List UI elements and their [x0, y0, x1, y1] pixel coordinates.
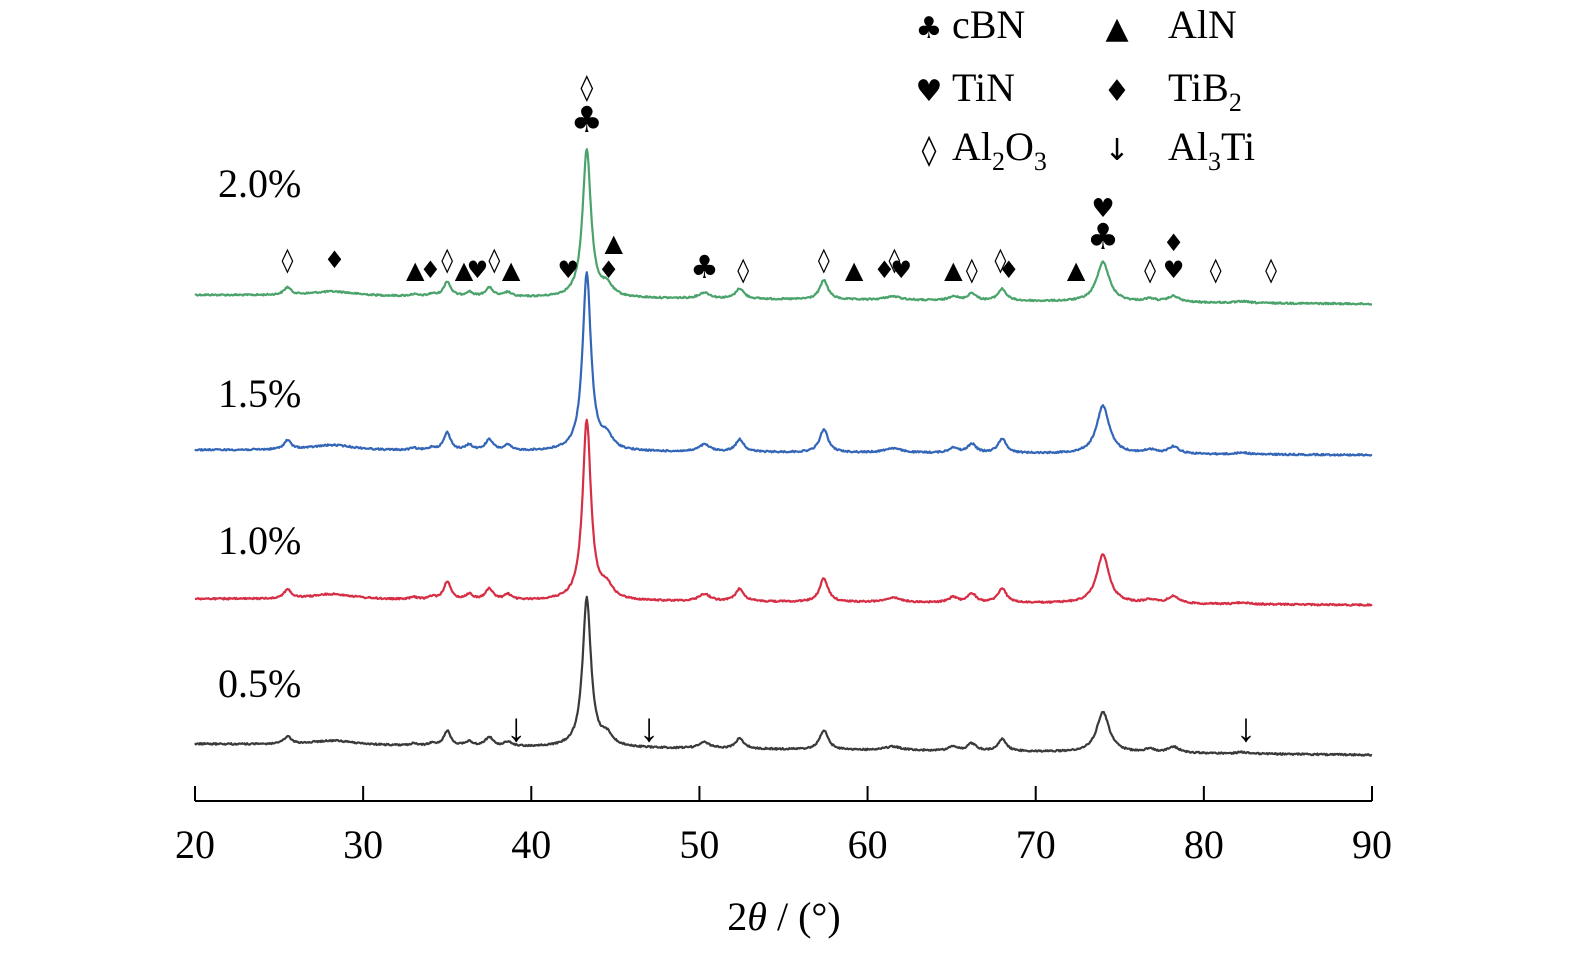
x-tick-label-80: 80	[1184, 822, 1224, 867]
x-tick-label-60: 60	[848, 822, 888, 867]
legend-label-1: AlN	[1168, 2, 1237, 47]
phase-marker: ♥	[558, 256, 580, 284]
x-tick-label-70: 70	[1016, 822, 1056, 867]
phase-marker: ◊	[818, 246, 830, 274]
phase-marker: ♦	[420, 256, 442, 284]
legend-label-4: Al2O3	[952, 124, 1047, 176]
x-tick-label-90: 90	[1352, 822, 1392, 867]
phase-marker: ♣	[571, 100, 603, 141]
trace-3	[194, 595, 1373, 757]
legend-symbol-4: ◊	[922, 133, 937, 168]
legend-label-5: Al3Ti	[1168, 124, 1255, 176]
phase-marker: ♦	[998, 256, 1020, 284]
trace-0	[194, 148, 1373, 306]
al3ti-arrow-marker: ↓	[1236, 705, 1256, 750]
legend-symbol-0: ♣	[916, 11, 943, 46]
phase-marker: ♣	[690, 248, 719, 286]
phase-marker: ♦	[598, 256, 620, 284]
legend-label-3: TiB2	[1168, 65, 1242, 117]
legend-label-0: cBN	[952, 2, 1025, 47]
phase-marker: ▲	[944, 256, 963, 284]
trace-1	[194, 271, 1373, 457]
series-label-1: 1.5%	[218, 371, 301, 416]
phase-marker: ▲	[455, 256, 474, 284]
x-axis-label: 2θ / (°)	[727, 894, 840, 939]
x-tick-label-30: 30	[343, 822, 383, 867]
phase-marker: ♣	[1087, 217, 1119, 258]
phase-marker: ▲	[845, 256, 864, 284]
legend-symbol-3: ♦	[1104, 74, 1131, 109]
phase-marker: ♦	[324, 246, 346, 274]
phase-marker: ▲	[1067, 256, 1086, 284]
al3ti-arrow-marker: ↓	[506, 705, 526, 750]
x-tick-label-50: 50	[679, 822, 719, 867]
series-label-3: 0.5%	[218, 661, 301, 706]
legend-symbol-1: ▲	[1105, 11, 1128, 46]
legend: ♣ cBN ▲ AlN ♥ TiN ♦ TiB2 ◊ Al2O3 ↓ Al3Ti	[916, 2, 1256, 176]
phase-marker: ◊	[282, 246, 294, 274]
phase-marker: ◊	[580, 73, 593, 103]
al3ti-arrow-marker: ↓	[639, 705, 659, 750]
phase-markers: ◊ ♦ ▲♦ ◊ ▲♥ ◊ ▲ ♥♣◊▲♦ ♣ ◊ ◊ ▲ ♦◊♥ ▲ ◊ ◊♦ ▲♣♥◊ ♥♦◊ ◊↓ ↓ ↓	[282, 73, 1278, 750]
x-tick-label-40: 40	[511, 822, 551, 867]
phase-marker: ♥	[1091, 194, 1114, 224]
series-label-0: 2.0%	[218, 161, 301, 206]
phase-marker: ◊	[966, 256, 978, 284]
phase-marker: ◊	[994, 246, 1006, 274]
legend-label-2: TiN	[952, 65, 1015, 110]
series-label-2: 1.0%	[218, 518, 301, 563]
phase-marker: ◊	[488, 246, 500, 274]
xrd-traces	[194, 148, 1373, 757]
phase-marker: ♥	[1163, 256, 1185, 284]
phase-marker: ♥	[890, 256, 912, 284]
phase-marker: ▲	[604, 229, 623, 257]
phase-marker: ♦	[1163, 229, 1185, 257]
phase-marker: ◊	[737, 256, 749, 284]
x-tick-label-20: 20	[175, 822, 215, 867]
phase-marker: ◊	[889, 246, 901, 274]
phase-marker: ▲	[502, 256, 521, 284]
phase-marker: ◊	[1144, 256, 1156, 284]
phase-marker: ◊	[1265, 256, 1277, 284]
phase-marker: ◊	[441, 246, 453, 274]
phase-marker: ♥	[467, 256, 489, 284]
legend-symbol-5: ↓	[1104, 133, 1129, 168]
phase-marker: ▲	[406, 256, 425, 284]
series-labels: 2.0% 1.5% 1.0% 0.5%	[218, 161, 301, 706]
x-axis-ticks: 20 30 40 50 60 70 80 90	[175, 786, 1392, 867]
phase-marker: ♦	[874, 256, 896, 284]
phase-marker: ◊	[1210, 256, 1222, 284]
legend-symbol-2: ♥	[916, 74, 943, 109]
trace-2	[194, 418, 1373, 607]
